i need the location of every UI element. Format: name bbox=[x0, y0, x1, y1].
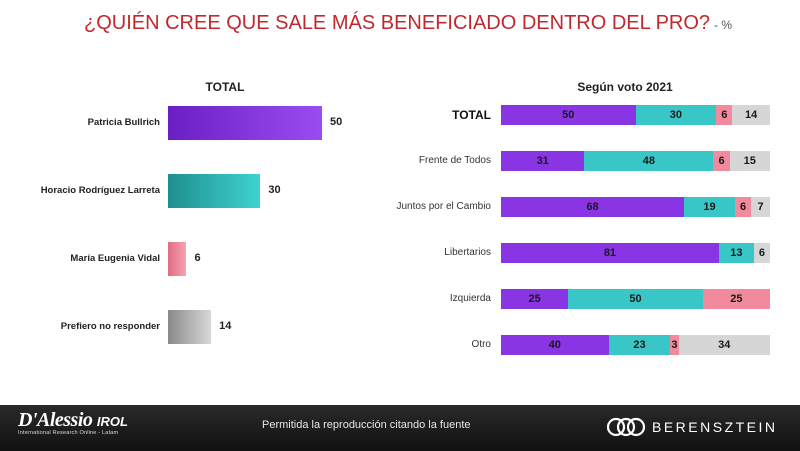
dalessio-logo-irol: IROL bbox=[96, 414, 128, 429]
stack-segment: 13 bbox=[718, 243, 754, 263]
stack-segment: 50 bbox=[568, 289, 703, 309]
stack-segment: 31 bbox=[501, 151, 585, 171]
bar bbox=[168, 174, 261, 208]
stack-segment: 15 bbox=[729, 151, 770, 171]
right-chart-heading: Según voto 2021 bbox=[577, 80, 673, 94]
stack-row-label: Frente de Todos bbox=[418, 155, 491, 166]
bar-value-label: 6 bbox=[194, 252, 201, 264]
left-chart-heading: TOTAL bbox=[205, 80, 245, 94]
dalessio-logo: D'Alessio IROL International Research On… bbox=[18, 409, 128, 436]
bar-value-label: 50 bbox=[330, 116, 343, 128]
stacked-bar: 68 19 6 7 bbox=[501, 197, 770, 217]
stack-segment: 14 bbox=[732, 105, 770, 125]
berensztein-logo: BERENSZTEIN bbox=[606, 417, 778, 437]
stack-segment: 19 bbox=[683, 197, 736, 217]
dalessio-logo-name: D'Alessio bbox=[18, 409, 93, 431]
stack-segment: 68 bbox=[501, 197, 684, 217]
stack-segment: 23 bbox=[608, 335, 671, 355]
stack-segment: 6 bbox=[713, 151, 730, 171]
berensztein-logo-text: BERENSZTEIN bbox=[652, 419, 778, 435]
stack-segment: 81 bbox=[501, 243, 719, 263]
stacked-bar: 50 30 6 14 bbox=[501, 105, 770, 125]
stacked-bar: 81 13 6 bbox=[501, 243, 770, 263]
stack-row-label: Otro bbox=[471, 339, 491, 350]
bar-value-label: 14 bbox=[219, 320, 232, 332]
footer-note: Permitida la reproducción citando la fue… bbox=[262, 419, 471, 431]
chart-title-suffix: - % bbox=[714, 18, 733, 32]
stack-row-label: Libertarios bbox=[444, 247, 491, 258]
stack-segment: 3 bbox=[670, 335, 679, 355]
stacked-bar: 25 50 25 bbox=[501, 289, 770, 309]
stack-row-label: TOTAL bbox=[452, 108, 491, 122]
stacked-bar: 31 48 6 15 bbox=[501, 151, 770, 171]
stack-segment: 25 bbox=[702, 289, 770, 309]
bar-value-label: 30 bbox=[268, 184, 281, 196]
bar-label: María Eugenia Vidal bbox=[70, 253, 160, 264]
stack-segment: 30 bbox=[635, 105, 717, 125]
stack-segment: 48 bbox=[584, 151, 714, 171]
stack-segment: 6 bbox=[716, 105, 733, 125]
stack-segment: 40 bbox=[501, 335, 609, 355]
stack-segment: 50 bbox=[501, 105, 636, 125]
berensztein-mark-icon bbox=[606, 417, 646, 437]
stacked-bar: 40 23 3 34 bbox=[501, 335, 770, 355]
bar bbox=[168, 310, 212, 344]
bar-label: Prefiero no responder bbox=[60, 321, 160, 332]
chart-title: ¿QUIÉN CREE QUE SALE MÁS BENEFICIADO DEN… bbox=[84, 12, 732, 35]
dalessio-logo-tagline: International Research Online - Latam bbox=[18, 430, 119, 436]
stack-row-label: Izquierda bbox=[449, 293, 491, 304]
footer-bar: D'Alessio IROL International Research On… bbox=[0, 405, 800, 451]
chart-title-text: ¿QUIÉN CREE QUE SALE MÁS BENEFICIADO DEN… bbox=[84, 12, 711, 34]
bar bbox=[168, 242, 187, 276]
stack-segment: 25 bbox=[501, 289, 569, 309]
bar bbox=[168, 106, 322, 140]
stack-segment: 34 bbox=[678, 335, 770, 355]
bar-label: Horacio Rodríguez Larreta bbox=[40, 185, 160, 196]
bar-label: Patricia Bullrich bbox=[87, 117, 160, 128]
stack-segment: 7 bbox=[751, 197, 770, 217]
stack-segment: 6 bbox=[753, 243, 770, 263]
stack-segment: 6 bbox=[735, 197, 752, 217]
stack-row-label: Juntos por el Cambio bbox=[396, 201, 492, 212]
